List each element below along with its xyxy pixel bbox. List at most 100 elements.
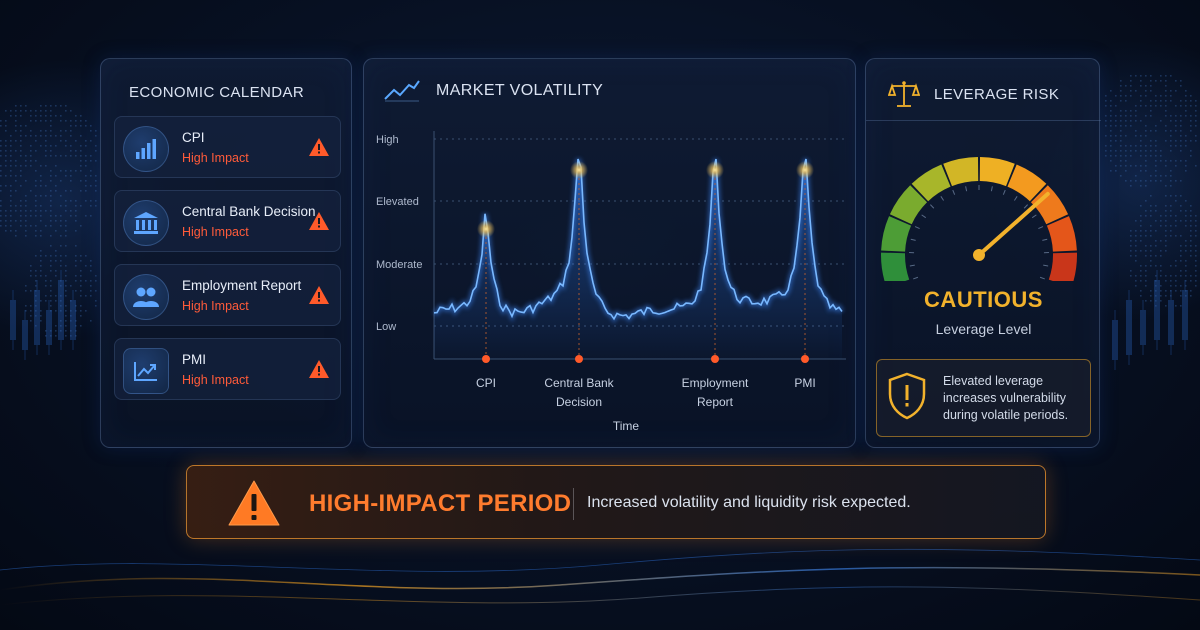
bg-dot (50, 130, 52, 132)
bg-dot (50, 125, 52, 127)
bg-dot (55, 300, 57, 302)
bg-dot (85, 120, 87, 122)
gauge-tick (952, 189, 956, 195)
bg-dot (1170, 130, 1172, 132)
bg-dot (1110, 125, 1112, 127)
bg-dot (15, 110, 17, 112)
bg-dot (1155, 280, 1157, 282)
bg-dot (20, 115, 22, 117)
bg-dot (1175, 290, 1177, 292)
bg-dot (1140, 205, 1142, 207)
bg-dot (1175, 140, 1177, 142)
bg-dot (1115, 120, 1117, 122)
bg-dot (1105, 150, 1107, 152)
bg-dot (1120, 155, 1122, 157)
bg-dot (1120, 130, 1122, 132)
bg-dot (40, 270, 42, 272)
bg-dot (65, 265, 67, 267)
bg-dot (10, 205, 12, 207)
bg-dot (1160, 155, 1162, 157)
bg-dot (1165, 250, 1167, 252)
leverage-gauge (881, 157, 1077, 281)
bg-dot (30, 210, 32, 212)
bg-dot (1155, 290, 1157, 292)
bg-dot (1120, 95, 1122, 97)
calendar-event-pmi[interactable]: PMI High Impact (114, 338, 341, 400)
bg-dot (0, 185, 2, 187)
bg-dot (70, 200, 72, 202)
bg-dot (1120, 90, 1122, 92)
bg-dot (5, 155, 7, 157)
bg-dot (1195, 285, 1197, 287)
bg-dot (25, 125, 27, 127)
bg-dot (30, 165, 32, 167)
bg-dot (1160, 250, 1162, 252)
event-marker-dot[interactable] (575, 355, 583, 363)
bg-dot (1165, 230, 1167, 232)
bg-dot (35, 305, 37, 307)
bg-dot (80, 135, 82, 137)
bg-dot (50, 180, 52, 182)
bg-dot (1155, 230, 1157, 232)
bg-dot (45, 105, 47, 107)
bg-dot (15, 160, 17, 162)
bg-dot (1165, 105, 1167, 107)
bg-dot (1155, 100, 1157, 102)
bg-dot (1150, 75, 1152, 77)
bg-dot (1165, 175, 1167, 177)
bg-dot (55, 175, 57, 177)
bg-dot (55, 330, 57, 332)
bg-dot (35, 115, 37, 117)
bg-dot (1110, 100, 1112, 102)
bg-dot (5, 165, 7, 167)
bg-dot (10, 215, 12, 217)
gauge-needle (977, 191, 1050, 257)
event-marker-dot[interactable] (482, 355, 490, 363)
bg-dot (45, 130, 47, 132)
bg-dot (1190, 115, 1192, 117)
bg-dot (45, 165, 47, 167)
bg-dot (1170, 285, 1172, 287)
bg-dot (1160, 285, 1162, 287)
bg-dot (50, 150, 52, 152)
calendar-event-central-bank[interactable]: Central Bank Decision High Impact (114, 190, 341, 252)
bg-dot (40, 220, 42, 222)
bg-dot (1165, 140, 1167, 142)
calendar-event-cpi[interactable]: CPI High Impact (114, 116, 341, 178)
bg-dot (1165, 235, 1167, 237)
bg-dot (1155, 305, 1157, 307)
bg-dot (1185, 95, 1187, 97)
bg-dot (40, 310, 42, 312)
bg-dot (40, 275, 42, 277)
market-volatility-panel: MARKET VOLATILITY High Elevated Moderate Lo… (363, 58, 856, 448)
bg-dot (1190, 295, 1192, 297)
bg-dot (0, 225, 2, 227)
bg-dot (95, 180, 97, 182)
bg-dot (1180, 180, 1182, 182)
bg-dot (1145, 125, 1147, 127)
bg-dot (1115, 165, 1117, 167)
bg-dot (90, 320, 92, 322)
bg-dot (40, 195, 42, 197)
bg-dot (1130, 125, 1132, 127)
bg-dot (95, 130, 97, 132)
bg-dot (1145, 255, 1147, 257)
bg-dot (50, 290, 52, 292)
bg-dot (85, 200, 87, 202)
bg-dot (1180, 235, 1182, 237)
bg-dot (1140, 80, 1142, 82)
bg-dot (1185, 100, 1187, 102)
event-marker-dot[interactable] (801, 355, 809, 363)
bg-dot (75, 320, 77, 322)
calendar-event-employment[interactable]: Employment Report High Impact (114, 264, 341, 326)
bg-dot (25, 180, 27, 182)
bg-dot (65, 190, 67, 192)
gauge-tick (940, 196, 945, 201)
bg-dot (1190, 290, 1192, 292)
bg-dot (15, 180, 17, 182)
bg-dot (1190, 215, 1192, 217)
event-marker-dot[interactable] (711, 355, 719, 363)
bg-dot (75, 220, 77, 222)
bg-dot (1190, 210, 1192, 212)
bg-dot (1150, 195, 1152, 197)
